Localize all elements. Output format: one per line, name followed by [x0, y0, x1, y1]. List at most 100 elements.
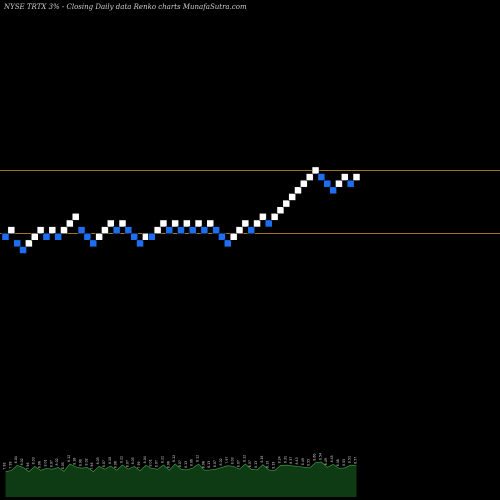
- renko-brick-down: [148, 232, 156, 241]
- renko-brick-down: [177, 226, 185, 234]
- volume-label: 8.07: [102, 460, 106, 467]
- renko-brick-down: [77, 226, 86, 234]
- renko-brick-up: [305, 173, 314, 181]
- renko-brick-up: [107, 219, 115, 228]
- volume-label: 8.13: [266, 461, 270, 468]
- renko-brick-down: [54, 232, 62, 241]
- volume-label: 8.01: [43, 459, 47, 466]
- renko-brick-up: [71, 213, 80, 221]
- renko-brick-up: [253, 219, 261, 228]
- renko-brick-down: [218, 232, 226, 241]
- renko-brick-up: [7, 226, 16, 234]
- volume-label: 8.02: [55, 458, 59, 465]
- renko-brick-down: [265, 219, 273, 228]
- renko-brick-up: [159, 219, 168, 228]
- volume-label: 8.57: [353, 457, 357, 464]
- renko-brick-up: [36, 226, 45, 234]
- renko-brick-down: [136, 239, 144, 248]
- renko-brick-up: [31, 232, 39, 241]
- renko-brick-up: [300, 179, 308, 188]
- renko-brick-up: [229, 232, 238, 241]
- renko-bricks: [1, 166, 361, 254]
- volume-label: 8.07: [49, 460, 53, 467]
- volume-label: 8.13: [184, 461, 188, 468]
- renko-brick-up: [171, 219, 179, 228]
- renko-brick-up: [352, 173, 361, 181]
- volume-line: [5, 461, 357, 473]
- renko-brick-up: [66, 219, 74, 228]
- renko-brick-down: [19, 246, 27, 254]
- renko-brick-up: [311, 166, 320, 175]
- renko-brick-up: [335, 179, 343, 188]
- volume-label: 8.60: [313, 454, 317, 461]
- renko-brick-up: [25, 239, 33, 248]
- renko-brick-down: [329, 186, 337, 195]
- renko-brick-up: [259, 213, 267, 221]
- volume-label: 8.51: [348, 456, 352, 463]
- renko-brick-up: [341, 173, 349, 181]
- volume-label: 8.18: [260, 456, 264, 463]
- renko-brick-down: [42, 232, 51, 241]
- volume-label: 8.06: [201, 461, 205, 468]
- renko-brick-up: [235, 226, 244, 234]
- volume-label: 8.12: [242, 455, 246, 462]
- renko-brick-up: [183, 219, 191, 228]
- volume-label: 8.49: [324, 458, 328, 465]
- volume-label: 8.10: [108, 457, 112, 464]
- volume-labels: 7.98 7.998.04 8.027.988.038.06 8.01 8.07 8.02…: [3, 453, 358, 470]
- volume-label: 7.98: [90, 463, 94, 470]
- volume-label: 8.16: [73, 458, 77, 465]
- renko-brick-up: [206, 219, 214, 228]
- volume-label: 8.06: [166, 461, 170, 468]
- renko-brick-down: [346, 179, 355, 188]
- renko-brick-down: [212, 226, 220, 234]
- volume-label: 8.07: [125, 460, 129, 467]
- volume-label: 7.99: [8, 461, 12, 468]
- renko-brick-down: [130, 232, 138, 241]
- renko-brick-down: [323, 179, 331, 188]
- volume-label: 8.07: [178, 460, 182, 467]
- renko-brick-up: [270, 213, 279, 221]
- volume-label: 8.02: [84, 458, 88, 465]
- volume-label: 8.04: [14, 456, 18, 463]
- volume-label: 8.13: [254, 461, 258, 468]
- volume-label: 8.24: [277, 456, 281, 463]
- volume-label: 8.08: [190, 459, 194, 466]
- renko-brick-up: [241, 219, 250, 228]
- volume-label: 7.97: [225, 457, 229, 464]
- renko-brick-down: [83, 232, 92, 241]
- chart-title: NYSE TRTX 3% - Closing Daily data Renko …: [3, 3, 247, 11]
- volume-label: 8.55: [307, 459, 311, 466]
- volume-label: 8.03: [32, 457, 36, 464]
- volume-area: [5, 461, 357, 497]
- renko-brick-up: [153, 226, 162, 234]
- volume-label: 8.45: [330, 455, 334, 462]
- renko-brick-down: [317, 173, 326, 181]
- volume-label: 8.03: [231, 457, 235, 464]
- volume-label: 8.01: [149, 459, 153, 466]
- volume-label: 8.07: [248, 460, 252, 467]
- volume-label: 8.08: [79, 459, 83, 466]
- volume-label: 8.06: [114, 461, 118, 468]
- renko-brick-up: [194, 219, 203, 228]
- renko-brick-up: [60, 226, 68, 234]
- volume-label: 8.05: [61, 462, 65, 469]
- volume-label: 8.48: [336, 459, 340, 466]
- volume-label: 8.12: [196, 455, 200, 462]
- renko-brick-up: [48, 226, 57, 234]
- volume-label: 8.03: [96, 457, 100, 464]
- volume-label: 8.49: [301, 458, 305, 465]
- volume-label: 8.02: [20, 458, 24, 465]
- renko-brick-down: [200, 226, 209, 234]
- volume-label: 8.13: [207, 461, 211, 468]
- renko-brick-down: [165, 226, 174, 234]
- volume-label: 8.04: [143, 456, 147, 463]
- volume-label: 8.19: [272, 462, 276, 469]
- volume-label: 8.07: [155, 460, 159, 467]
- volume-label: 8.43: [295, 457, 299, 464]
- volume-label: 8.02: [219, 458, 223, 465]
- volume-label: 7.98: [26, 463, 30, 470]
- renko-brick-down: [224, 239, 232, 248]
- renko-brick-up: [101, 226, 109, 234]
